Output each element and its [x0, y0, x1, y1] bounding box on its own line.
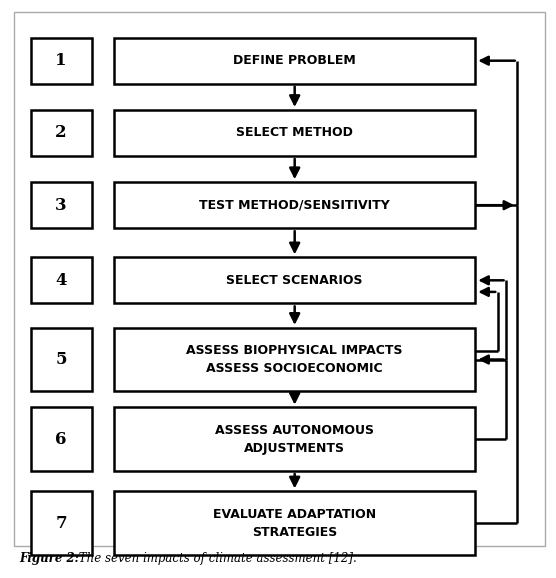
FancyBboxPatch shape — [114, 38, 475, 84]
Text: The seven impacts of climate assessment [12].: The seven impacts of climate assessment … — [75, 553, 357, 565]
Text: 7: 7 — [56, 514, 67, 532]
Text: TEST METHOD/SENSITIVITY: TEST METHOD/SENSITIVITY — [199, 199, 390, 212]
Text: 2: 2 — [56, 124, 67, 142]
FancyBboxPatch shape — [31, 407, 92, 471]
FancyBboxPatch shape — [114, 110, 475, 156]
FancyBboxPatch shape — [14, 12, 545, 546]
Text: SELECT SCENARIOS: SELECT SCENARIOS — [226, 274, 363, 287]
Text: SELECT METHOD: SELECT METHOD — [236, 127, 353, 139]
Text: 4: 4 — [56, 272, 67, 289]
Text: EVALUATE ADAPTATION
STRATEGIES: EVALUATE ADAPTATION STRATEGIES — [213, 507, 376, 539]
FancyBboxPatch shape — [114, 257, 475, 303]
Text: DEFINE PROBLEM: DEFINE PROBLEM — [234, 54, 356, 67]
Text: ASSESS AUTONOMOUS
ADJUSTMENTS: ASSESS AUTONOMOUS ADJUSTMENTS — [215, 424, 374, 455]
Text: 5: 5 — [56, 351, 67, 368]
Text: 1: 1 — [56, 52, 67, 69]
FancyBboxPatch shape — [114, 491, 475, 555]
FancyBboxPatch shape — [114, 328, 475, 391]
Text: 6: 6 — [56, 431, 67, 448]
FancyBboxPatch shape — [31, 491, 92, 555]
FancyBboxPatch shape — [31, 182, 92, 228]
Text: 3: 3 — [56, 197, 67, 214]
FancyBboxPatch shape — [31, 257, 92, 303]
Text: Figure 2:: Figure 2: — [19, 553, 80, 565]
Text: ASSESS BIOPHYSICAL IMPACTS
ASSESS SOCIOECONOMIC: ASSESS BIOPHYSICAL IMPACTS ASSESS SOCIOE… — [186, 344, 403, 375]
FancyBboxPatch shape — [31, 110, 92, 156]
FancyBboxPatch shape — [114, 182, 475, 228]
FancyBboxPatch shape — [31, 38, 92, 84]
FancyBboxPatch shape — [31, 328, 92, 391]
FancyBboxPatch shape — [114, 407, 475, 471]
